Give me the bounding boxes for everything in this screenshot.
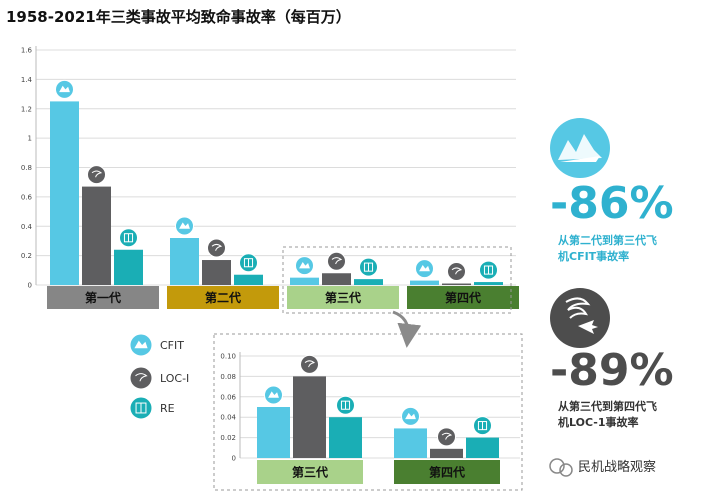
loc-icon [129, 366, 153, 390]
y-tick-label: 0.04 [220, 414, 236, 422]
bar-loc-i-4 [442, 283, 471, 285]
stat-block-loc: -89% 从第三代到第四代飞 机LOC-1事故率 [550, 288, 674, 429]
watermark-text: 民机战略观察 [578, 459, 656, 475]
bar-loc-i-2 [202, 260, 231, 285]
bar-re-2 [234, 274, 263, 285]
y-tick-label: 0.8 [21, 164, 32, 172]
category-label-box [167, 286, 279, 309]
watermark: 民机战略观察 [549, 458, 656, 477]
category-label: 第三代 [325, 290, 361, 305]
category-label: 第一代 [85, 290, 121, 305]
bar-cfit-2 [170, 238, 199, 285]
legend: CFIT LOC-I RE [129, 333, 189, 420]
chart-title: 1958-2021年三类事故平均致命事故率（每百万） [6, 8, 351, 26]
y-tick-label: 0.02 [220, 434, 236, 442]
bar-loc-i-2 [430, 448, 463, 458]
legend-label-cfit: CFIT [160, 339, 184, 352]
bar-re-3 [354, 279, 383, 285]
spiral-plane-icon [550, 288, 610, 348]
category-label: 第二代 [205, 290, 241, 305]
y-tick-label: 0.06 [220, 393, 236, 401]
wechat-icon [549, 458, 565, 474]
bar-loc-i-1 [293, 376, 326, 458]
stat-block-cfit: -86% 从第二代到第三代飞 机CFIT事故率 [550, 118, 674, 263]
category-label-box [407, 286, 519, 309]
category-label-box [47, 286, 159, 309]
bar-cfit-1 [257, 407, 290, 458]
y-tick-label: 1.4 [21, 76, 33, 84]
y-tick-label: 0 [28, 282, 32, 290]
bar-cfit-2 [394, 428, 427, 458]
category-label-box [257, 460, 363, 484]
category-label: 第四代 [445, 290, 481, 305]
bar-loc-i-3 [322, 273, 351, 285]
y-tick-label: 1.6 [21, 47, 33, 55]
stat-loc-text-line1: 从第三代到第四代飞 [558, 399, 657, 413]
category-label: 第四代 [429, 465, 465, 480]
bar-re-1 [114, 249, 143, 285]
stat-loc-value: -89% [550, 345, 674, 396]
y-tick-label: 0 [232, 455, 236, 463]
y-tick-label: 0.08 [220, 373, 236, 381]
main-chart: 1.6 1.4 1.2 1 0.8 0.6 0.4 0.2 0 第一代 第二代 第三代 第四代 [21, 46, 519, 309]
legend-label-loc: LOC-I [160, 372, 189, 385]
stat-cfit-text-line1: 从第二代到第三代飞 [558, 233, 657, 247]
bar-re-4 [474, 282, 503, 285]
stat-cfit-value: -86% [550, 178, 674, 229]
bar-cfit-4 [410, 280, 439, 285]
bar-cfit-3 [290, 277, 319, 285]
y-tick-label: 0.10 [220, 353, 236, 361]
category-label-box [394, 460, 500, 484]
stat-loc-text-line2: 机LOC-1事故率 [558, 415, 639, 429]
y-tick-label: 1.2 [21, 105, 32, 113]
category-label-box [287, 286, 399, 309]
y-tick-label: 1 [28, 135, 32, 143]
y-tick-label: 0.6 [21, 193, 33, 201]
bar-loc-i-1 [82, 186, 111, 285]
bar-re-2 [466, 437, 499, 458]
bar-cfit-1 [50, 101, 79, 285]
y-tick-label: 0.4 [21, 223, 33, 231]
bar-re-1 [329, 417, 362, 458]
inset-chart: 0.10 0.08 0.06 0.04 0.02 0 第三代 第四代 [220, 352, 520, 484]
legend-label-re: RE [160, 402, 175, 415]
zoom-arrow [392, 310, 422, 348]
category-label: 第三代 [292, 465, 328, 480]
inset-frame [213, 333, 523, 491]
stat-cfit-text-line2: 机CFIT事故率 [558, 249, 629, 263]
y-tick-label: 0.2 [21, 252, 32, 260]
